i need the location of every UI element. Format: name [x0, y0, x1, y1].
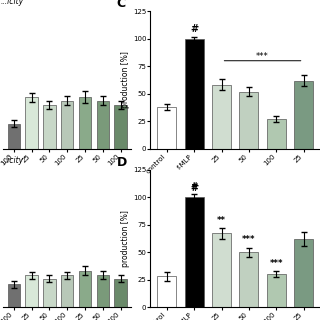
Text: ...icity: ...icity — [1, 156, 24, 165]
Bar — [267, 119, 286, 149]
Text: C: C — [116, 0, 126, 11]
Text: leaf: leaf — [87, 197, 102, 206]
Bar — [185, 39, 204, 149]
Bar — [294, 239, 313, 307]
Text: #: # — [191, 181, 198, 190]
Bar — [43, 105, 56, 149]
Bar — [25, 275, 38, 307]
Text: #: # — [190, 183, 198, 193]
Bar — [157, 276, 176, 307]
Bar — [79, 270, 91, 307]
Bar — [97, 100, 109, 149]
Text: ...icity: ...icity — [1, 0, 24, 6]
Bar — [114, 105, 127, 149]
Text: bark: bark — [227, 200, 244, 209]
Bar — [212, 234, 231, 307]
Bar — [61, 100, 73, 149]
Bar — [185, 197, 204, 307]
Text: **: ** — [217, 216, 226, 225]
Text: ***: *** — [242, 236, 256, 244]
Bar — [239, 252, 259, 307]
Bar — [294, 81, 313, 149]
Bar — [157, 107, 176, 149]
Bar — [43, 278, 56, 307]
Bar — [267, 274, 286, 307]
Y-axis label: production [%]: production [%] — [121, 210, 130, 267]
Text: flower: flower — [28, 197, 52, 206]
Bar — [25, 97, 38, 149]
Bar — [79, 97, 91, 149]
Bar — [8, 124, 20, 149]
Bar — [61, 275, 73, 307]
Y-axis label: production [%]: production [%] — [121, 52, 130, 108]
Bar — [239, 92, 259, 149]
Bar — [212, 85, 231, 149]
Bar — [114, 278, 127, 307]
Text: D: D — [116, 156, 127, 169]
Text: #: # — [190, 24, 198, 34]
Bar — [97, 275, 109, 307]
Text: ***: *** — [256, 52, 269, 60]
Text: ***: *** — [269, 259, 283, 268]
Bar — [8, 284, 20, 307]
